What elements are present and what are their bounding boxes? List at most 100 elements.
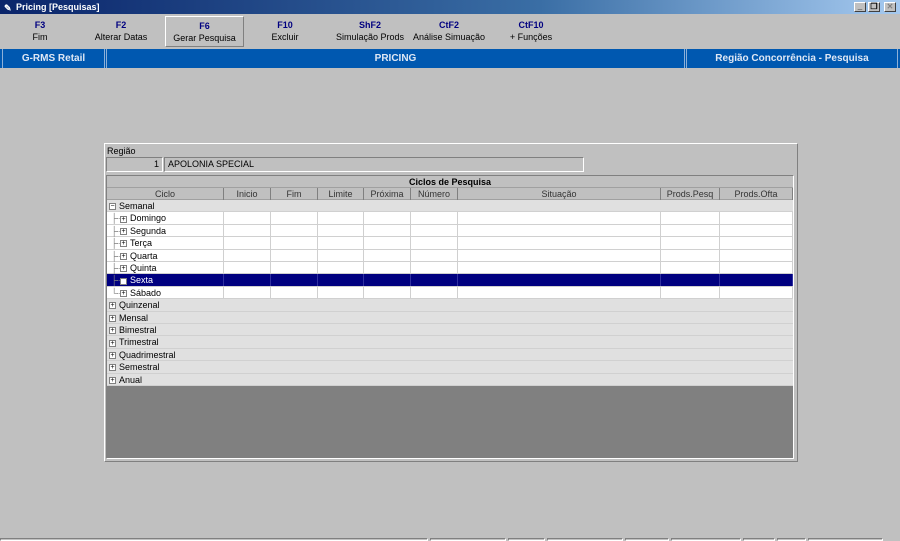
tree-row[interactable]: + Mensal bbox=[107, 311, 793, 324]
toolbar-button-excluir[interactable]: F10 Excluir bbox=[250, 16, 320, 47]
grid-cell[interactable] bbox=[411, 224, 458, 237]
grid-cell[interactable] bbox=[271, 212, 318, 225]
grid-cell[interactable] bbox=[364, 262, 411, 274]
tree-row[interactable]: + Quadrimestral bbox=[107, 348, 793, 362]
expand-icon[interactable]: + bbox=[109, 351, 116, 359]
grid-cell[interactable] bbox=[661, 286, 720, 299]
expand-icon[interactable]: + bbox=[109, 364, 116, 372]
grid-cell[interactable] bbox=[458, 262, 661, 274]
grid-cell[interactable] bbox=[661, 224, 720, 237]
expand-icon[interactable]: + bbox=[120, 289, 127, 297]
restore-button[interactable]: ❐ bbox=[868, 2, 880, 12]
regiao-code-field[interactable]: 1 bbox=[106, 157, 163, 172]
toolbar-button-simula-o-prods[interactable]: ShF2 Simulação Prods bbox=[330, 16, 410, 47]
grid-cell[interactable] bbox=[224, 286, 271, 299]
grid-cell[interactable] bbox=[411, 249, 458, 262]
grid-cell[interactable] bbox=[661, 249, 720, 262]
grid-cell[interactable] bbox=[458, 224, 661, 237]
tree-row[interactable]: − Semanal bbox=[107, 200, 793, 213]
tree-row[interactable]: ├·· + Quarta bbox=[107, 249, 793, 262]
grid-cell[interactable] bbox=[720, 249, 793, 262]
expand-icon[interactable]: + bbox=[120, 227, 127, 235]
grid-cell[interactable] bbox=[411, 274, 458, 287]
expand-icon[interactable]: + bbox=[109, 339, 116, 347]
grid-cell[interactable] bbox=[458, 237, 661, 250]
grid-cell[interactable] bbox=[458, 249, 661, 262]
grid-cell[interactable] bbox=[224, 212, 271, 225]
grid-cell[interactable] bbox=[661, 212, 720, 225]
grid-cell[interactable] bbox=[364, 237, 411, 250]
grid-cell[interactable] bbox=[224, 274, 271, 287]
expand-icon[interactable]: + bbox=[120, 215, 127, 223]
grid-cell[interactable] bbox=[271, 224, 318, 237]
grid-cell[interactable] bbox=[411, 212, 458, 225]
tree-row[interactable]: ├·· + Terça bbox=[107, 237, 793, 250]
column-header-1[interactable]: Inicio bbox=[224, 188, 271, 200]
expand-icon[interactable]: + bbox=[109, 314, 116, 322]
grid-cell[interactable] bbox=[318, 224, 364, 237]
toolbar-button-an-lise-simua-o[interactable]: CtF2 Análise Simuação bbox=[410, 16, 488, 47]
grid-cell[interactable] bbox=[318, 286, 364, 299]
grid-cell[interactable] bbox=[318, 249, 364, 262]
grid-cell[interactable] bbox=[720, 224, 793, 237]
close-button[interactable]: ✕ bbox=[884, 2, 896, 12]
grid-cell[interactable] bbox=[224, 262, 271, 274]
toolbar-button-fim[interactable]: F3 Fim bbox=[8, 16, 72, 47]
column-header-2[interactable]: Fim bbox=[271, 188, 318, 200]
collapse-icon[interactable]: − bbox=[109, 203, 116, 211]
grid-cell[interactable] bbox=[458, 274, 661, 287]
tree-row[interactable]: + Trimestral bbox=[107, 336, 793, 349]
expand-icon[interactable]: + bbox=[109, 327, 116, 335]
grid-cell[interactable] bbox=[364, 286, 411, 299]
grid-cell[interactable] bbox=[271, 286, 318, 299]
grid-cell[interactable] bbox=[224, 224, 271, 237]
grid-cell[interactable] bbox=[224, 249, 271, 262]
tree-row[interactable]: + Quinzenal bbox=[107, 299, 793, 312]
column-header-7[interactable]: Prods.Pesq bbox=[661, 188, 720, 200]
grid-cell[interactable] bbox=[661, 262, 720, 274]
grid-cell[interactable] bbox=[411, 286, 458, 299]
grid-cell[interactable] bbox=[458, 286, 661, 299]
grid-cell[interactable] bbox=[318, 212, 364, 225]
grid-cell[interactable] bbox=[271, 262, 318, 274]
tree-row[interactable]: + Anual bbox=[107, 373, 793, 386]
tree-row[interactable]: ├·· + Segunda bbox=[107, 224, 793, 238]
tree-row[interactable]: ├·· + Domingo bbox=[107, 212, 793, 225]
expand-icon[interactable]: + bbox=[120, 240, 127, 248]
grid-cell[interactable] bbox=[661, 237, 720, 250]
grid-cell[interactable] bbox=[720, 274, 793, 287]
grid-cell[interactable] bbox=[271, 237, 318, 250]
tree-row[interactable]: + Bimestral bbox=[107, 324, 793, 337]
expand-icon[interactable]: + bbox=[120, 265, 127, 273]
tree-row[interactable]: └·· + Sábado bbox=[107, 286, 793, 300]
grid-cell[interactable] bbox=[364, 274, 411, 287]
column-header-5[interactable]: Número bbox=[411, 188, 458, 200]
regiao-name-field[interactable]: APOLONIA SPECIAL bbox=[164, 157, 584, 172]
tree-row[interactable]: + Semestral bbox=[107, 361, 793, 374]
tree-node-box-icon[interactable] bbox=[120, 277, 127, 285]
grid-cell[interactable] bbox=[271, 249, 318, 262]
grid-cell[interactable] bbox=[271, 274, 318, 287]
column-header-6[interactable]: Situação bbox=[458, 188, 661, 200]
column-header-0[interactable]: Ciclo bbox=[107, 188, 224, 200]
grid-cell[interactable] bbox=[720, 262, 793, 274]
toolbar-button-fun-es[interactable]: CtF10 + Funções bbox=[492, 16, 570, 47]
grid-cell[interactable] bbox=[364, 249, 411, 262]
expand-icon[interactable]: + bbox=[109, 302, 116, 310]
grid-cell[interactable] bbox=[364, 212, 411, 225]
grid-cell[interactable] bbox=[720, 212, 793, 225]
column-header-8[interactable]: Prods.Ofta bbox=[720, 188, 793, 200]
minimize-button[interactable]: _ bbox=[854, 2, 866, 12]
column-header-3[interactable]: Limite bbox=[318, 188, 364, 200]
toolbar-button-gerar-pesquisa[interactable]: F6 Gerar Pesquisa bbox=[165, 16, 244, 47]
grid-cell[interactable] bbox=[720, 286, 793, 299]
grid-cell[interactable] bbox=[318, 274, 364, 287]
toolbar-button-alterar-datas[interactable]: F2 Alterar Datas bbox=[80, 16, 162, 47]
grid-cell[interactable] bbox=[364, 224, 411, 237]
grid-cell[interactable] bbox=[411, 237, 458, 250]
grid-cell[interactable] bbox=[458, 212, 661, 225]
grid-cell[interactable] bbox=[411, 262, 458, 274]
column-header-4[interactable]: Próxima bbox=[364, 188, 411, 200]
tree-row[interactable]: ├·· + Quinta bbox=[107, 262, 793, 275]
grid-cell[interactable] bbox=[318, 237, 364, 250]
